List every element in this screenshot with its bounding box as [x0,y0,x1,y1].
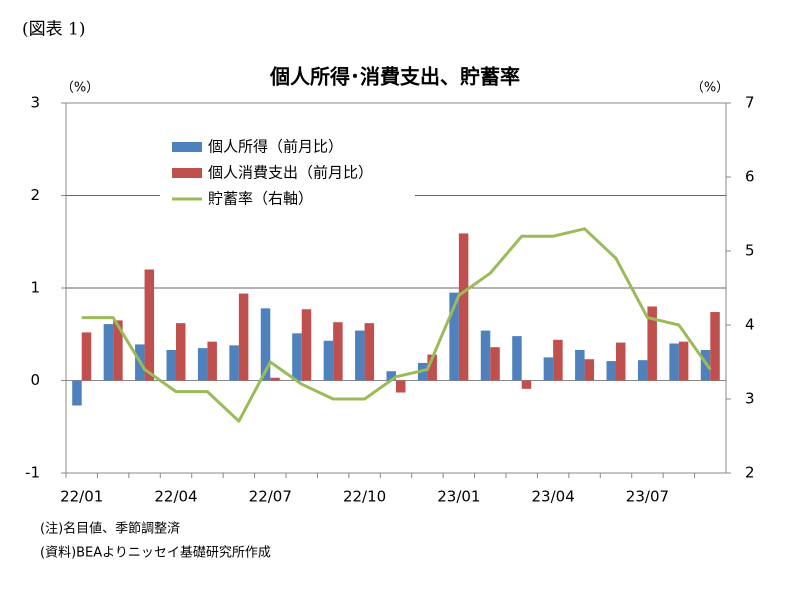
x-tick-label: 22/10 [343,488,386,506]
bar [166,349,176,381]
y-tick-label: 2 [30,186,40,204]
x-tick-label: 22/07 [249,488,292,506]
note: (資料)BEAよりニッセイ基礎研究所作成 [40,546,271,561]
bar [270,377,280,381]
bar [575,349,585,381]
bar [553,339,563,381]
bar [584,359,595,381]
y2-tick-label: 7 [745,94,755,112]
legend-label: 個人所得（前月比） [208,138,343,156]
y2-tick-label: 6 [745,168,755,186]
bar [512,336,522,381]
bar [301,309,312,381]
bar [260,308,271,381]
x-tick-label: 23/04 [532,488,575,506]
x-tick-label: 22/04 [154,488,197,506]
bar [364,323,375,381]
bar [637,360,648,381]
chart-title: 個人所得･消費支出、貯蓄率 [269,65,520,89]
x-tick-label: 23/07 [626,488,669,506]
y2-tick-label: 3 [745,390,755,408]
bar [355,330,365,381]
bar [678,341,689,381]
y-tick-label: 3 [30,94,40,112]
bar [103,324,114,381]
y-tick-label: -1 [25,464,40,482]
y2-tick-label: 2 [745,464,755,482]
bar [144,269,155,381]
bar [449,292,459,381]
bar [333,322,343,381]
bar [606,361,616,381]
y-axis-label: （%） [61,81,99,96]
bar [113,320,123,381]
y2-axis-label: （%） [691,81,729,96]
bar [238,293,249,381]
y-tick-label: 1 [30,279,40,297]
bar [616,342,626,381]
legend-label: 貯蓄率（右軸） [208,190,313,208]
bar [72,380,82,406]
line [81,227,712,423]
bar [480,330,491,381]
bar [386,371,396,381]
y2-tick-label: 4 [745,316,755,334]
bar [458,233,469,381]
bar [669,343,679,381]
bar [197,348,208,381]
y2-tick-label: 5 [745,242,755,260]
y-tick-label: 0 [30,371,40,389]
bar [521,380,532,389]
bar [176,323,186,381]
x-tick-label: 22/01 [60,488,103,506]
bar [229,345,239,381]
bar [710,312,720,381]
bar [81,332,92,381]
figure-label: (図表 1) [22,20,85,40]
bar [427,354,437,381]
bar [292,333,302,381]
legend-swatch [172,142,202,152]
bar [543,357,554,381]
legend-label: 個人消費支出（前月比） [208,164,373,182]
legend-box [160,130,415,218]
bar [647,306,657,381]
bar [207,341,217,381]
note: (注)名目値、季節調整済 [40,521,180,537]
bar [323,340,334,381]
legend-swatch [172,168,202,178]
x-tick-label: 23/01 [437,488,480,506]
bar [396,380,406,393]
bar [490,347,500,381]
